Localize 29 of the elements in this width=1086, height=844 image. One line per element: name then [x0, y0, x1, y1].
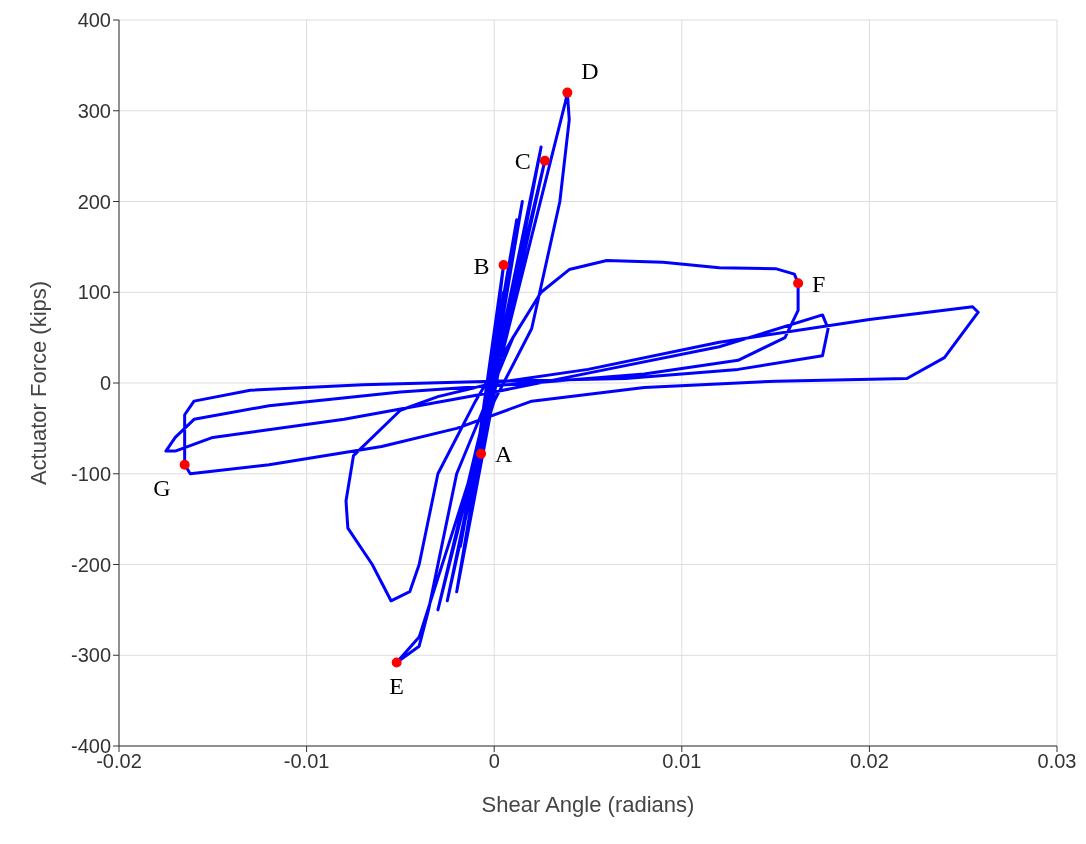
y-tick-label: -100 [70, 462, 111, 485]
point [793, 278, 804, 289]
annotation: D [581, 57, 599, 84]
x-tick-label: -0.01 [283, 750, 330, 773]
annotation: C [514, 148, 531, 175]
point [539, 155, 550, 166]
annotation: A [495, 441, 514, 468]
x-tick-label: 0.01 [662, 750, 702, 773]
point [391, 657, 402, 668]
y-tick-label: 0 [99, 372, 111, 395]
y-tick-label: -300 [70, 644, 111, 667]
y-tick-label: 400 [77, 9, 111, 32]
point [179, 459, 190, 470]
x-tick-label: 0 [488, 750, 500, 773]
y-tick-label: -200 [70, 553, 111, 576]
point [562, 87, 573, 98]
annotation: E [389, 672, 404, 699]
x-tick-label: 0.03 [1037, 750, 1077, 773]
annotation: B [473, 252, 490, 279]
y-tick-label: 100 [77, 281, 111, 304]
y-axis-title: Actuator Force (kips) [25, 280, 51, 486]
annotation: G [153, 474, 171, 501]
x-tick-label: 0.02 [849, 750, 889, 773]
x-axis-title: Shear Angle (radians) [481, 792, 695, 817]
point [498, 260, 509, 271]
y-tick-label: 200 [77, 190, 111, 213]
point [476, 448, 487, 459]
y-tick-label: 300 [77, 99, 111, 122]
annotation: F [812, 270, 826, 297]
